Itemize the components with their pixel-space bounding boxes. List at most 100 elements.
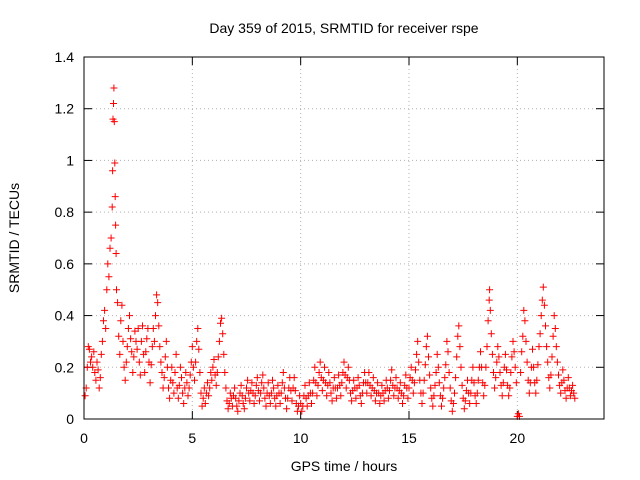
data-point: [374, 379, 382, 387]
data-point: [470, 379, 478, 387]
data-point: [270, 384, 278, 392]
data-point: [548, 353, 556, 361]
data-point: [419, 389, 427, 397]
data-point: [269, 376, 276, 384]
data-point: [191, 376, 198, 384]
data-point: [376, 400, 384, 407]
data-point: [432, 369, 440, 376]
data-point: [503, 366, 510, 374]
data-point: [367, 392, 375, 400]
data-point: [241, 394, 249, 402]
data-point: [337, 392, 345, 400]
data-point: [303, 402, 311, 410]
data-point: [123, 343, 131, 351]
data-point: [435, 379, 443, 387]
data-point: [505, 392, 513, 400]
data-point: [233, 402, 241, 410]
data-point: [291, 387, 299, 395]
data-point: [517, 369, 525, 376]
data-point: [410, 379, 418, 387]
data-point: [485, 296, 493, 304]
data-point: [141, 369, 149, 376]
data-point: [547, 371, 555, 379]
data-point: [235, 397, 243, 405]
data-point: [272, 402, 280, 410]
data-point: [215, 337, 223, 345]
data-point: [101, 306, 109, 314]
data-point: [104, 260, 112, 268]
data-point: [338, 379, 346, 387]
data-point: [118, 301, 126, 309]
data-point: [258, 379, 266, 387]
data-point: [400, 392, 408, 400]
data-point: [152, 312, 159, 320]
data-point: [508, 353, 516, 361]
data-point: [323, 392, 331, 400]
data-point: [352, 394, 360, 402]
data-point: [315, 369, 323, 376]
data-point: [154, 299, 162, 307]
data-point: [96, 374, 104, 382]
data-point: [252, 381, 260, 389]
data-point: [149, 325, 157, 332]
data-point: [392, 374, 400, 382]
data-point: [261, 394, 269, 402]
data-point: [442, 361, 450, 369]
data-point: [246, 397, 254, 405]
data-point: [525, 389, 533, 397]
data-point: [498, 392, 506, 400]
data-point: [283, 405, 291, 413]
data-point: [192, 358, 200, 366]
data-point: [214, 353, 222, 361]
data-point: [488, 350, 496, 358]
data-point: [469, 363, 477, 371]
data-point: [542, 322, 549, 330]
data-point: [480, 392, 488, 400]
data-point: [420, 376, 428, 384]
data-point: [330, 374, 338, 382]
data-point: [267, 389, 275, 397]
data-point: [97, 350, 105, 358]
data-point: [146, 379, 154, 387]
data-point: [535, 343, 543, 351]
data-point: [122, 358, 130, 366]
data-point: [126, 312, 133, 320]
data-point: [205, 392, 213, 400]
data-point: [136, 371, 144, 379]
data-point: [162, 337, 170, 345]
data-point: [496, 369, 504, 376]
data-point: [521, 317, 529, 325]
data-point: [501, 350, 509, 358]
data-point: [195, 345, 203, 353]
data-point: [87, 358, 94, 366]
data-point: [537, 312, 545, 320]
chart-title: Day 359 of 2015, SRMTID for receiver rsp…: [209, 20, 478, 36]
data-point: [112, 250, 120, 257]
data-point: [184, 392, 192, 400]
data-point: [350, 376, 358, 384]
data-point: [396, 379, 404, 387]
data-point: [564, 374, 572, 382]
data-point: [519, 332, 527, 340]
data-point: [279, 369, 287, 376]
y-tick-label: 0.4: [55, 308, 75, 324]
data-point: [107, 234, 115, 242]
data-point: [425, 353, 432, 361]
plot-frame: [83, 56, 605, 420]
data-point: [218, 314, 226, 322]
data-point: [171, 369, 179, 376]
data-point: [137, 337, 145, 345]
data-point: [520, 306, 528, 314]
data-point: [94, 366, 102, 374]
x-axis-label: GPS time / hours: [291, 458, 398, 474]
data-point: [426, 371, 434, 379]
data-point: [176, 363, 184, 371]
data-point: [477, 348, 484, 356]
data-point: [327, 389, 335, 397]
data-point: [160, 374, 168, 382]
data-point: [309, 389, 317, 397]
data-point: [313, 392, 321, 400]
data-point: [553, 358, 561, 366]
data-point: [102, 325, 110, 332]
data-point: [445, 369, 453, 376]
